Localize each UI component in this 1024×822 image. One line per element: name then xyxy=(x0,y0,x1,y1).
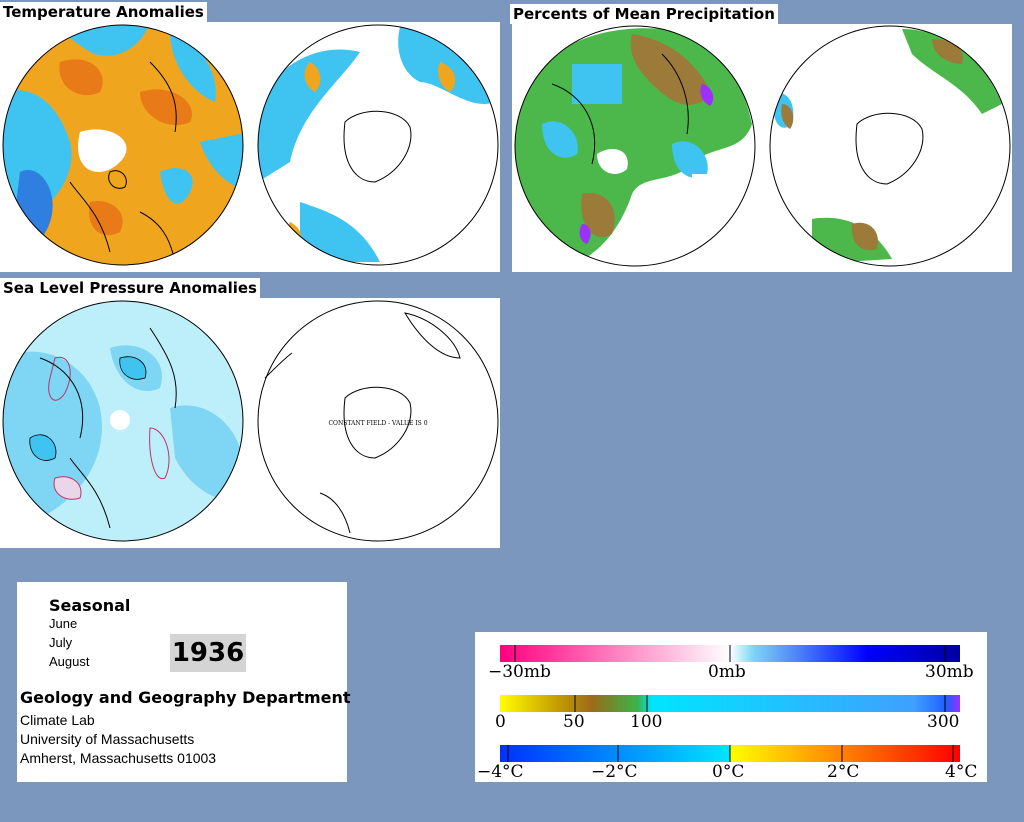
precipitation-title: Percents of Mean Precipitation xyxy=(510,4,778,24)
pressure-title: Sea Level Pressure Anomalies xyxy=(0,278,260,298)
pressure-panel: CONSTANT FIELD - VALUE IS 0 xyxy=(0,298,500,548)
precipitation-tick-300: 300 xyxy=(927,712,960,732)
temperature-tick-4: 4°C xyxy=(945,762,978,782)
precipitation-tick-100: 100 xyxy=(630,712,663,732)
pressure-tick-zero: 0mb xyxy=(708,662,746,682)
precipitation-tick-50: 50 xyxy=(563,712,585,732)
temperature-panel xyxy=(0,22,500,272)
precipitation-colorbar xyxy=(500,695,960,712)
lab-name: Climate Lab xyxy=(20,712,95,728)
temperature-south-hemisphere-map xyxy=(258,25,498,265)
temperature-tick-minus2: −2°C xyxy=(591,762,638,782)
pressure-south-hemisphere-map xyxy=(264,312,461,534)
temperature-tick-zero: 0°C xyxy=(712,762,745,782)
temperature-tick-2: 2°C xyxy=(827,762,860,782)
department-name: Geology and Geography Department xyxy=(20,688,351,707)
temperature-title: Temperature Anomalies xyxy=(0,2,207,22)
precipitation-tick-0: 0 xyxy=(495,712,506,732)
constant-field-note: CONSTANT FIELD - VALUE IS 0 xyxy=(328,420,427,427)
temperature-tick-minus4: −4°C xyxy=(477,762,524,782)
temperature-north-hemisphere-map xyxy=(3,25,243,265)
season-label: Seasonal xyxy=(49,596,131,615)
precipitation-panel xyxy=(512,24,1012,272)
month-july: July xyxy=(49,635,73,650)
month-june: June xyxy=(49,616,78,631)
info-box: Seasonal June July August 1936 Geology a… xyxy=(17,582,351,782)
pressure-north-hemisphere-map xyxy=(3,301,243,541)
precipitation-north-hemisphere-map xyxy=(515,26,755,266)
address: Amherst, Massachusetts 01003 xyxy=(20,750,217,766)
year-label: 1936 xyxy=(170,634,246,672)
pressure-tick-max: 30mb xyxy=(925,662,974,682)
month-august: August xyxy=(49,654,90,669)
precipitation-south-hemisphere-map xyxy=(770,26,1010,266)
university-name: University of Massachusetts xyxy=(20,731,195,747)
legend-box: −30mb 0mb 30mb 0 50 100 300 −4°C −2°C 0°… xyxy=(475,632,987,782)
pressure-tick-min: −30mb xyxy=(488,662,551,682)
